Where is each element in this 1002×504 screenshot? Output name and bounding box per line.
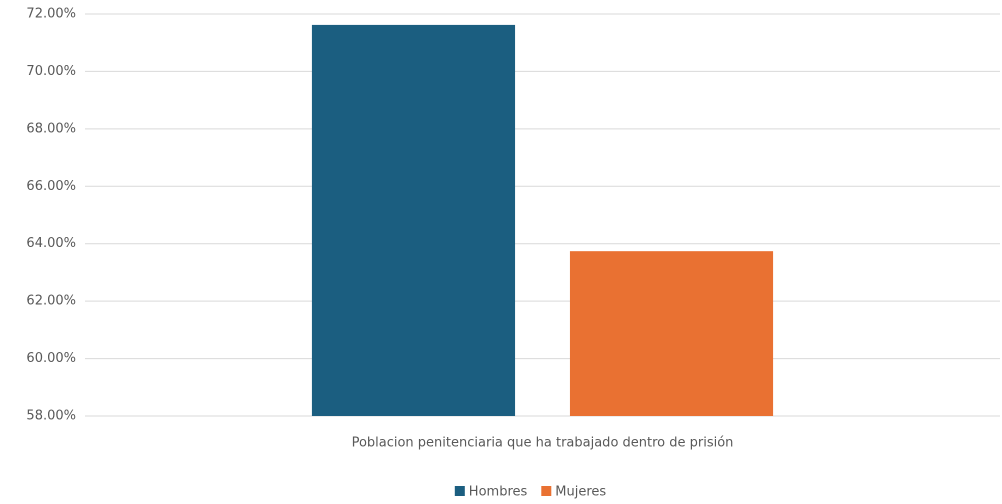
legend-label: Hombres — [469, 485, 528, 500]
y-tick-label: 64.00% — [26, 236, 76, 251]
legend-label: Mujeres — [555, 485, 606, 500]
y-tick-label: 62.00% — [26, 294, 76, 309]
x-tick-label: Poblacion penitenciaria que ha trabajado… — [352, 436, 734, 451]
y-tick-label: 58.00% — [26, 409, 76, 424]
y-tick-label: 66.00% — [26, 179, 76, 194]
y-tick-label: 72.00% — [26, 7, 76, 22]
bar — [569, 251, 774, 416]
y-tick-label: 68.00% — [26, 121, 76, 136]
legend-swatch — [454, 486, 465, 496]
y-tick-label: 70.00% — [26, 64, 76, 79]
y-tick-label: 60.00% — [26, 351, 76, 366]
bar — [311, 24, 516, 416]
legend-swatch — [541, 486, 552, 496]
